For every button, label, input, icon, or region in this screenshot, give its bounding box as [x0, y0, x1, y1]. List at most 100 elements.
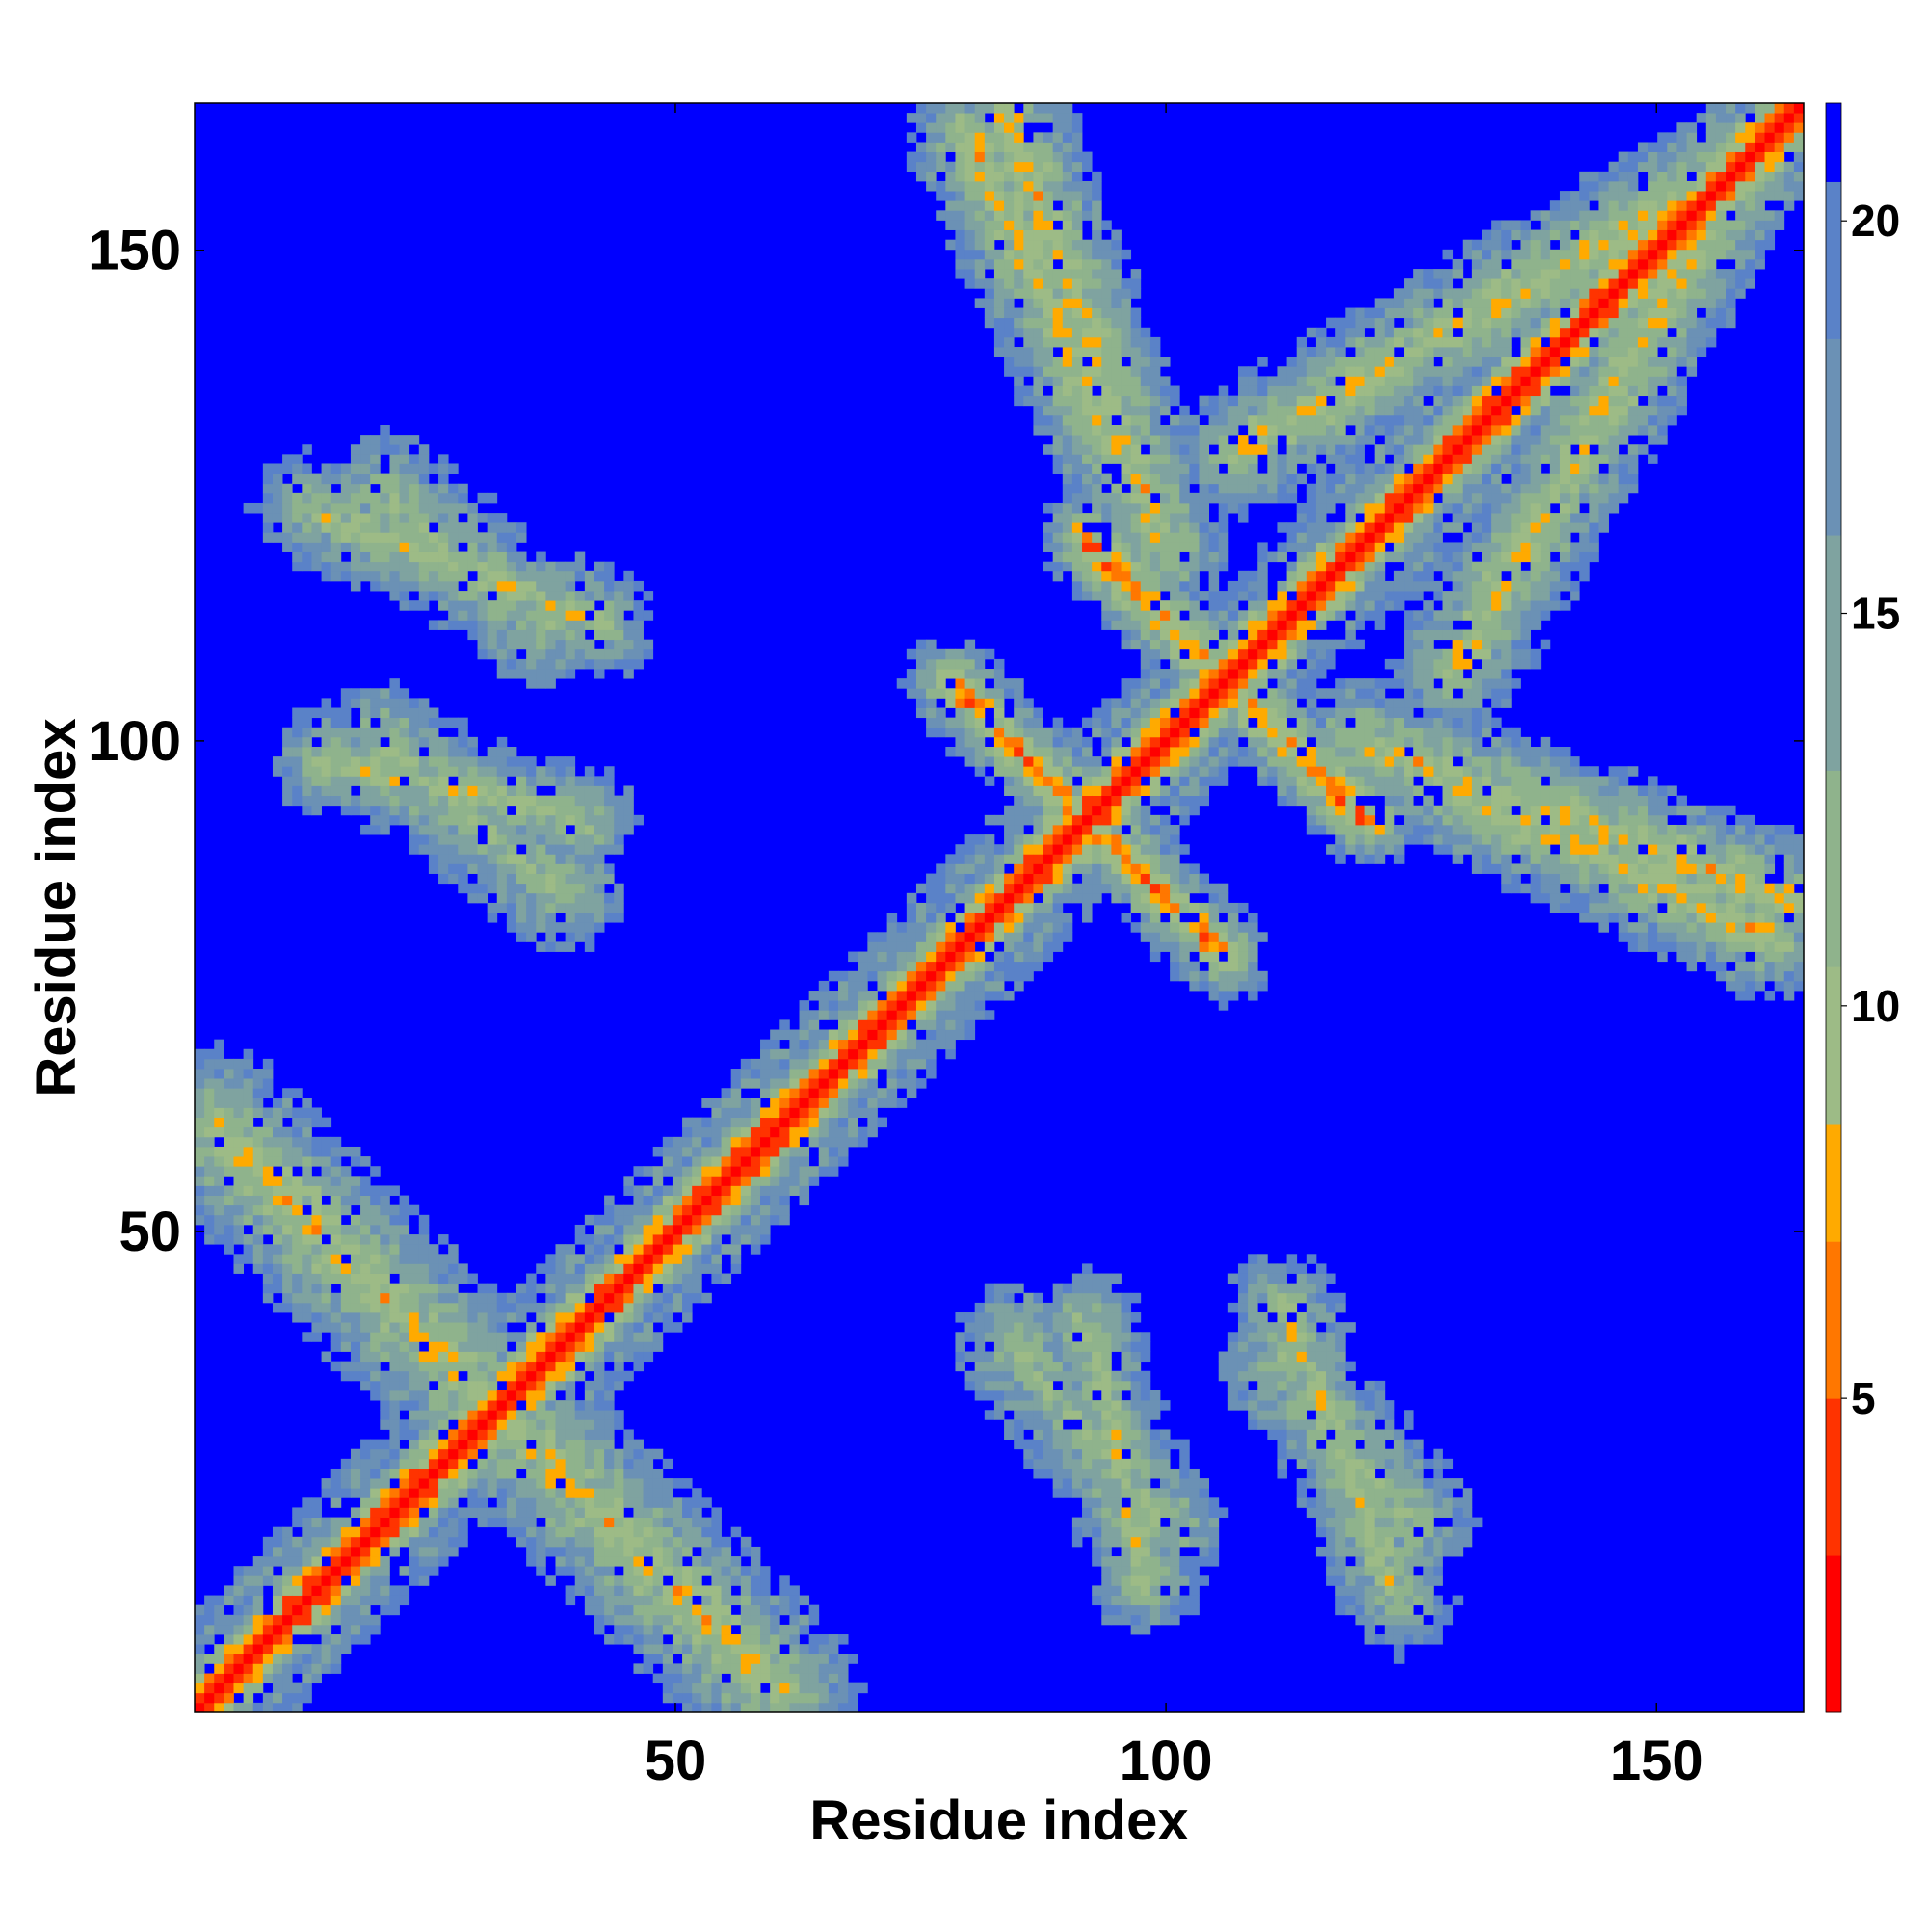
heatmap-cell — [506, 1488, 517, 1498]
heatmap-cell — [955, 269, 965, 279]
heatmap-cell — [915, 1000, 927, 1011]
heatmap-cell — [565, 1478, 576, 1489]
heatmap-cell — [233, 1702, 244, 1713]
heatmap-cell — [1043, 327, 1054, 338]
heatmap-cell — [467, 1302, 478, 1313]
heatmap-cell — [1071, 727, 1083, 738]
heatmap-cell — [1014, 113, 1024, 123]
heatmap-cell — [633, 610, 644, 621]
heatmap-cell — [438, 1497, 449, 1508]
heatmap-cell — [370, 1390, 381, 1401]
heatmap-cell — [330, 1566, 342, 1576]
heatmap-cell — [428, 1283, 439, 1294]
heatmap-cell — [380, 1458, 390, 1469]
heatmap-cell — [1092, 1370, 1102, 1382]
heatmap-cell — [350, 1468, 361, 1479]
heatmap-cell — [555, 1566, 566, 1576]
heatmap-cell — [711, 1604, 722, 1616]
heatmap-cell — [594, 570, 605, 582]
heatmap-cell — [389, 1302, 400, 1313]
heatmap-cell — [936, 151, 946, 163]
heatmap-cell — [448, 570, 459, 582]
heatmap-cell — [984, 688, 995, 699]
heatmap-cell — [886, 1048, 898, 1060]
heatmap-cell — [770, 1663, 780, 1674]
heatmap-cell — [1111, 717, 1122, 728]
heatmap-cell — [662, 1624, 673, 1635]
heatmap-cell — [701, 1234, 712, 1245]
heatmap-cell — [701, 1702, 712, 1713]
heatmap-cell — [808, 1604, 820, 1616]
heatmap-cell — [477, 620, 488, 630]
heatmap-cell — [360, 707, 371, 719]
heatmap-cell — [389, 570, 400, 582]
heatmap-cell — [545, 1302, 556, 1313]
heatmap-cell — [292, 785, 303, 796]
heatmap-cell — [214, 1604, 224, 1616]
heatmap-cell — [740, 1166, 752, 1177]
heatmap-cell — [858, 1039, 868, 1050]
heatmap-cell — [915, 1039, 927, 1050]
heatmap-cell — [984, 278, 995, 289]
heatmap-cell — [643, 1341, 654, 1352]
heatmap-cell — [1111, 1556, 1122, 1567]
heatmap-cell — [848, 1088, 858, 1098]
heatmap-cell — [418, 844, 430, 855]
heatmap-cell — [428, 834, 439, 845]
heatmap-cell — [926, 1019, 937, 1030]
heatmap-cell — [1062, 1283, 1073, 1294]
heatmap-cell — [272, 483, 283, 494]
heatmap-cell — [770, 1604, 780, 1616]
heatmap-cell — [926, 961, 937, 972]
heatmap-cell — [399, 1332, 410, 1342]
heatmap-cell — [1092, 473, 1102, 485]
heatmap-cell — [614, 795, 624, 807]
heatmap-cell — [292, 1595, 303, 1606]
heatmap-cell — [360, 1575, 371, 1586]
heatmap-cell — [330, 1644, 342, 1654]
heatmap-cell — [340, 1176, 352, 1186]
heatmap-cell — [418, 698, 430, 708]
heatmap-cell — [380, 483, 390, 494]
heatmap-cell — [1111, 1517, 1122, 1528]
heatmap-cell — [565, 1536, 576, 1548]
heatmap-cell — [389, 1370, 400, 1382]
heatmap-cell — [1111, 707, 1122, 719]
heatmap-cell — [1014, 142, 1024, 152]
heatmap-cell — [1101, 376, 1112, 386]
heatmap-cell — [1082, 580, 1093, 592]
heatmap-cell — [1043, 824, 1054, 835]
heatmap-cell — [1014, 1283, 1024, 1294]
heatmap-cell — [418, 1263, 430, 1274]
heatmap-cell — [1014, 210, 1024, 221]
heatmap-cell — [964, 961, 976, 972]
heatmap-cell — [496, 776, 508, 786]
heatmap-cell — [779, 1575, 790, 1586]
heatmap-cell — [477, 1458, 488, 1469]
heatmap-cell — [477, 1400, 488, 1411]
heatmap-cell — [643, 1322, 654, 1333]
heatmap-cell — [672, 1595, 683, 1606]
heatmap-cell — [867, 1019, 878, 1030]
heatmap-cell — [993, 113, 1005, 123]
heatmap-cell — [633, 600, 644, 611]
heatmap-cell — [1062, 200, 1073, 211]
heatmap-cell — [945, 883, 956, 894]
heatmap-cell — [448, 1517, 459, 1528]
heatmap-cell — [233, 1214, 244, 1226]
heatmap-cell — [428, 1439, 439, 1450]
heatmap-cell — [380, 513, 390, 523]
heatmap-cell — [1062, 785, 1073, 796]
heatmap-cell — [1121, 1536, 1132, 1548]
heatmap-cell — [565, 1292, 576, 1304]
heatmap-cell — [614, 648, 624, 660]
heatmap-cell — [428, 1546, 439, 1557]
heatmap-cell — [682, 1117, 693, 1128]
heatmap-cell — [623, 1224, 634, 1235]
heatmap-cell — [418, 785, 430, 796]
heatmap-cell — [526, 913, 537, 923]
heatmap-cell — [409, 1566, 420, 1576]
heatmap-cell — [555, 591, 566, 601]
heatmap-cell — [545, 913, 556, 923]
heatmap-cell — [536, 1536, 546, 1548]
